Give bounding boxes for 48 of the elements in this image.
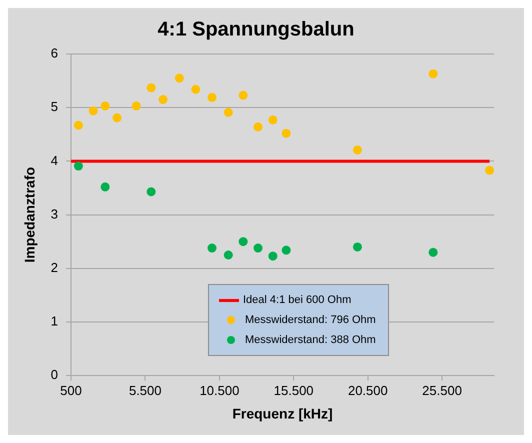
point bbox=[146, 187, 156, 196]
point bbox=[238, 90, 248, 100]
point bbox=[282, 246, 291, 255]
chart-title: 4:1 Spannungsbalun bbox=[158, 18, 354, 41]
x-tick-label: 15.500 bbox=[274, 382, 314, 398]
point bbox=[238, 237, 248, 246]
point bbox=[146, 83, 156, 92]
point bbox=[282, 128, 291, 138]
point bbox=[208, 244, 217, 253]
point bbox=[74, 162, 83, 171]
point bbox=[74, 120, 83, 130]
x-tick-label: 25.500 bbox=[422, 382, 462, 398]
legend-label: Messwiderstand: 796 Ohm bbox=[245, 314, 376, 326]
point bbox=[224, 250, 233, 260]
point bbox=[174, 74, 184, 83]
point bbox=[100, 101, 110, 110]
x-tick-label: 5.500 bbox=[128, 382, 162, 398]
point bbox=[485, 166, 494, 175]
y-tick-label: 3 bbox=[50, 206, 58, 222]
point bbox=[268, 252, 278, 261]
y-tick-label: 5 bbox=[50, 99, 58, 114]
point bbox=[428, 69, 438, 78]
legend-label: Ideal 4:1 bei 600 Ohm bbox=[243, 294, 352, 306]
point bbox=[208, 92, 217, 102]
x-tick-label: 500 bbox=[60, 382, 82, 398]
point bbox=[112, 113, 122, 122]
point bbox=[352, 242, 362, 252]
point bbox=[428, 248, 438, 257]
point bbox=[88, 106, 98, 116]
y-tick-label: 1 bbox=[50, 314, 58, 329]
point bbox=[254, 122, 263, 132]
point bbox=[100, 182, 110, 192]
y-tick-label: 4 bbox=[50, 152, 58, 168]
x-axis-title: Frequenz [kHz] bbox=[232, 405, 333, 422]
point bbox=[191, 84, 200, 94]
legend-label: Messwiderstand: 388 Ohm bbox=[245, 334, 376, 346]
point bbox=[132, 101, 141, 110]
point bbox=[158, 95, 168, 104]
point bbox=[352, 145, 362, 154]
y-axis-title: Impedanztrafo bbox=[21, 166, 38, 263]
point bbox=[254, 244, 263, 253]
point bbox=[224, 108, 233, 117]
y-tick-label: 0 bbox=[50, 367, 58, 382]
y-tick-label: 2 bbox=[50, 260, 58, 275]
point bbox=[268, 115, 278, 124]
x-tick-label: 10.500 bbox=[200, 382, 240, 398]
y-tick-label: 6 bbox=[50, 46, 58, 61]
x-tick-label: 20.500 bbox=[348, 382, 388, 398]
